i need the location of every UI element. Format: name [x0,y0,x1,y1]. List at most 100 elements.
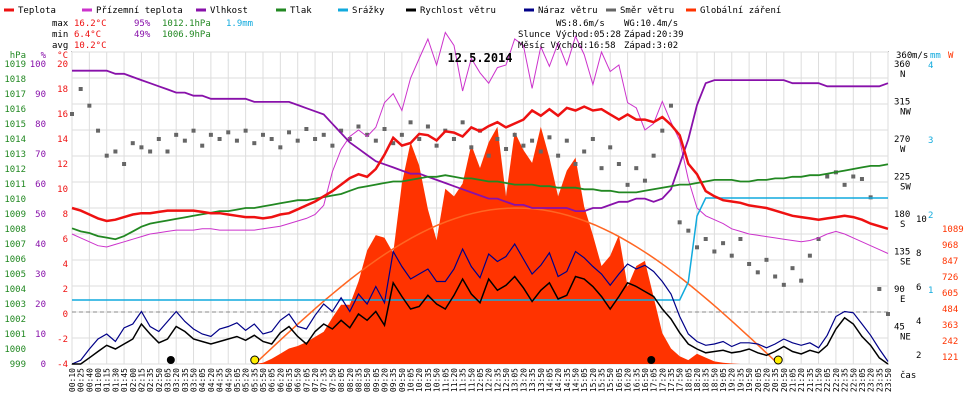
x-tick-label: 09:35 [389,368,398,392]
wind-direction-point [712,249,717,254]
stat-max-temp: 16.2°C [74,19,107,29]
x-tick-label: 13:50 [537,368,546,392]
axis-tick-label: 1009 [4,210,26,220]
wind-direction-point [191,128,196,133]
wind-direction-point [356,124,361,129]
axis-tick-label: 16 [57,110,68,120]
wind-direction-point [486,153,491,158]
axis-tick-label: 20 [35,300,46,310]
x-tick-label: 19:35 [736,368,745,392]
x-tick-label: 19:05 [719,368,728,392]
axis-tick-label: 1007 [4,240,26,250]
wind-direction-point [417,137,422,141]
legend-label: Přízemní teplota [96,6,183,16]
axis-tick-label: 30 [35,270,46,280]
x-axis-title: čas [900,370,916,381]
x-tick-label: 07:20 [311,368,320,392]
axis-tick-label: 360 [896,51,912,61]
wind-direction-point [87,103,92,108]
axis-title: % [41,51,47,61]
stat-min-hum: 49% [134,30,151,40]
wind-direction-point [573,162,578,166]
axis-tick-label: 18 [57,85,68,95]
stat-max-label: max [52,19,69,29]
wind-direction-point [764,257,769,262]
x-tick-label: 10:35 [424,368,433,392]
wind-direction-point [695,245,700,250]
axis-tick-label: 100 [30,60,46,70]
axis-tick-label: 1012 [4,165,26,175]
wind-direction-point [174,132,179,137]
axis-tick-label: W [900,145,906,155]
legend-label: Náraz větru [538,6,598,16]
x-tick-label: 16:05 [615,368,624,392]
wind-direction-point [399,132,404,137]
wind-direction-point [599,166,604,171]
wind-direction-point [686,228,691,233]
wind-direction-point [373,138,378,143]
axis-tick-label: S [900,220,905,230]
wind-direction-point [287,130,292,135]
axis-tick-label: 12 [57,160,68,170]
x-tick-label: 14:20 [554,368,563,392]
wind-direction-point [842,182,847,187]
wind-direction-point [807,253,812,258]
x-tick-label: 20:35 [771,368,780,392]
wind-direction-point [104,153,109,158]
x-tick-label: 23:35 [875,368,884,392]
x-tick-label: 17:50 [676,368,685,392]
x-tick-label: 18:05 [684,368,693,392]
x-tick-label: 15:35 [598,368,607,392]
axis-tick-label: 1000 [4,345,26,355]
axis-title: W [948,51,954,61]
x-tick-label: 04:50 [224,368,233,392]
wind-direction-point [391,141,396,146]
wind-direction-point [556,153,561,158]
stat-min-pres: 1006.9hPa [162,30,211,40]
axis-tick-label: 60 [35,180,46,190]
x-tick-label: 10:50 [433,368,442,392]
x-tick-label: 05:50 [259,368,268,392]
wind-direction-point [113,149,118,154]
x-tick-label: 19:20 [728,368,737,392]
x-tick-label: 00:10 [68,368,77,392]
axis-tick-label: 1017 [4,90,26,100]
series-line [71,242,889,365]
axis-tick-label: 2 [916,351,921,361]
axis-tick-label: 1013 [4,150,26,160]
x-tick-label: 09:20 [381,368,390,392]
x-tick-label: 16:35 [632,368,641,392]
x-tick-label: 22:35 [841,368,850,392]
axis-tick-label: 4 [63,260,68,270]
x-tick-label: 02:15 [137,368,146,392]
axis-tick-label: 225 [894,173,910,183]
legend-label: Srážky [352,6,385,16]
wind-direction-point [451,137,456,141]
wind-direction-point [642,178,647,183]
wind-direction-point [773,274,778,279]
x-tick-label: 18:35 [702,368,711,392]
x-tick-label: 09:50 [398,368,407,392]
wind-direction-point [252,141,257,146]
x-tick-label: 20:20 [763,368,772,392]
x-tick-label: 21:05 [789,368,798,392]
chart-title: 12.5.2014 [447,51,512,65]
axis-tick-label: 6 [63,235,68,245]
wind-direction-point [469,145,474,150]
wind-direction-point [660,128,665,133]
axis-tick-label: 45 [894,323,905,333]
x-tick-label: 13:35 [528,368,537,392]
x-tick-label: 19:50 [745,368,754,392]
series-line [72,275,889,365]
x-tick-label: 23:20 [867,368,876,392]
x-tick-label: 06:05 [268,368,277,392]
axis-tick-label: 1019 [4,60,26,70]
stat-avg-temp: 10.2°C [74,41,107,51]
x-tick-label: 18:20 [693,368,702,392]
axis-tick-label: 10 [35,330,46,340]
x-tick-label: 16:50 [641,368,650,392]
wind-direction-point [721,241,726,246]
x-tick-label: 23:50 [884,368,893,392]
